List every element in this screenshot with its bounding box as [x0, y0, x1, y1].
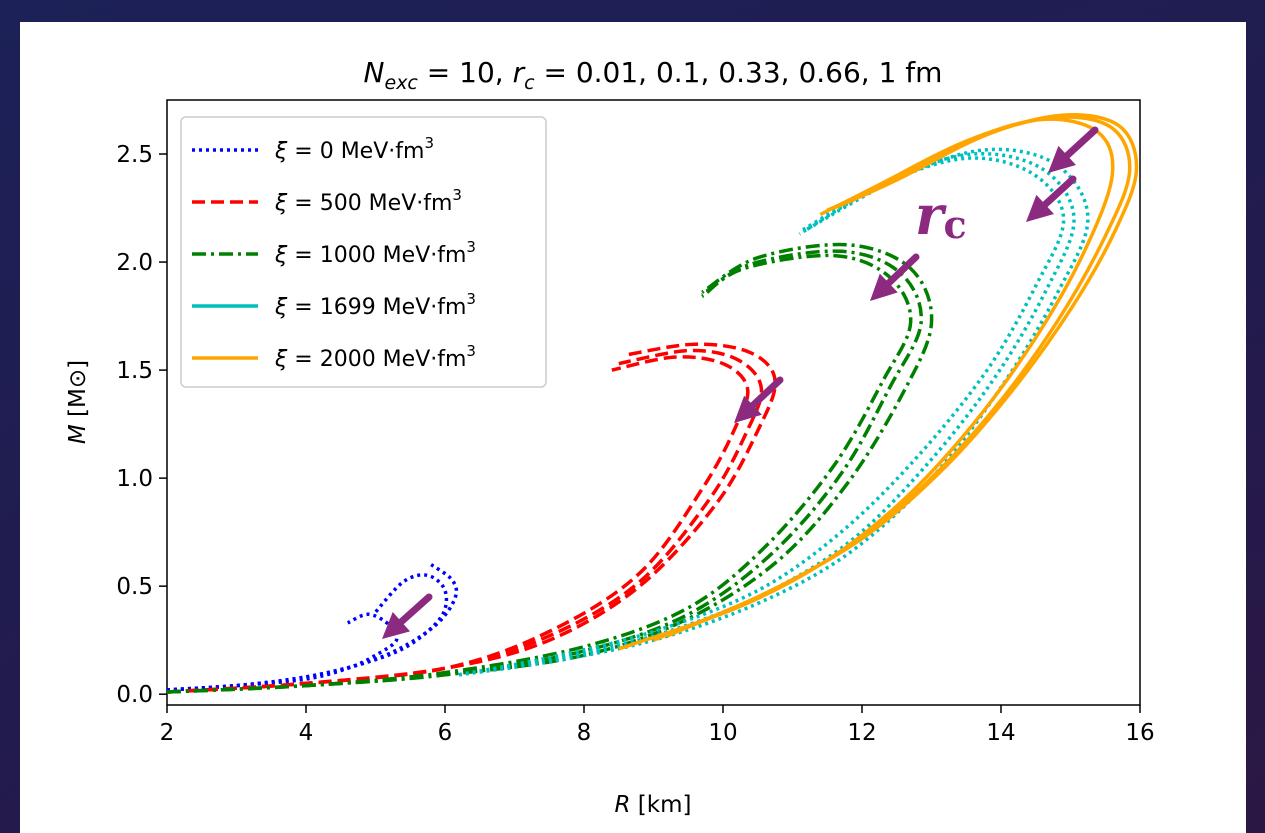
- x-tick-label: 10: [708, 720, 737, 746]
- y-tick-label: 0.5: [116, 574, 153, 600]
- legend-label: ξ = 2000 MeV·fm3: [274, 342, 476, 372]
- plot-frame: [166, 99, 1141, 706]
- x-tick-label: 4: [299, 720, 314, 746]
- legend-label: ξ = 500 MeV·fm3: [274, 186, 462, 216]
- series-line: [167, 355, 750, 694]
- y-tick-label: 1.5: [116, 358, 153, 384]
- y-tick-label: 0.0: [116, 682, 153, 708]
- rc-arrow-head: [734, 395, 762, 423]
- rc-arrow-head: [1048, 145, 1076, 173]
- legend-label: ξ = 0 MeV·fm3: [274, 134, 434, 164]
- y-tick-label: 2.0: [116, 250, 153, 276]
- legend-label: ξ = 1699 MeV·fm3: [274, 290, 476, 320]
- x-tick-label: 14: [986, 720, 1015, 746]
- rc-arrow: [397, 593, 433, 626]
- figure-canvas: Nexc = 10, rc = 0.01, 0.1, 0.33, 0.66, 1…: [20, 22, 1246, 833]
- y-tick-label: 2.5: [116, 142, 153, 168]
- legend-label: ξ = 1000 MeV·fm3: [274, 238, 476, 268]
- x-axis: 2 4 6 8 10 12 14 16: [160, 705, 1155, 746]
- y-tick-label: 1.0: [116, 466, 153, 492]
- rc-arrow-head: [870, 273, 898, 301]
- series-line: [167, 342, 777, 694]
- series-layer: [167, 113, 1139, 694]
- rc-arrow-head: [382, 611, 411, 639]
- chart-title: Nexc = 10, rc = 0.01, 0.1, 0.33, 0.66, 1…: [364, 56, 943, 94]
- x-tick-label: 12: [847, 720, 876, 746]
- x-tick-label: 6: [438, 720, 453, 746]
- series-line: [167, 563, 459, 692]
- chart-svg: Nexc = 10, rc = 0.01, 0.1, 0.33, 0.66, 1…: [65, 56, 1155, 818]
- y-axis: 0.0 0.5 1.0 1.5 2.0 2.5: [116, 142, 167, 708]
- series-line: [458, 156, 1066, 677]
- rc-arrow-head: [1026, 194, 1054, 222]
- series-line: [167, 573, 449, 692]
- rc-arrow: [1063, 126, 1099, 159]
- rc-arrow: [885, 253, 920, 287]
- annotation-arrows: [382, 126, 1099, 639]
- y-axis-label: M [M⊙]: [65, 360, 91, 444]
- x-tick-label: 2: [160, 720, 175, 746]
- legend-box: [180, 116, 547, 388]
- x-axis-label: R [km]: [615, 792, 692, 818]
- x-tick-label: 8: [577, 720, 592, 746]
- legend: ξ = 0 MeV·fm3 ξ = 500 MeV·fm3 ξ = 1000 MeV…: [180, 116, 547, 388]
- rc-arrow: [749, 376, 784, 409]
- rc-annotation: rc: [915, 183, 967, 247]
- x-tick-label: 16: [1125, 720, 1154, 746]
- series-line: [666, 113, 1139, 638]
- series-line: [167, 348, 764, 694]
- series-line: [167, 253, 913, 694]
- rc-arrow: [1041, 175, 1077, 208]
